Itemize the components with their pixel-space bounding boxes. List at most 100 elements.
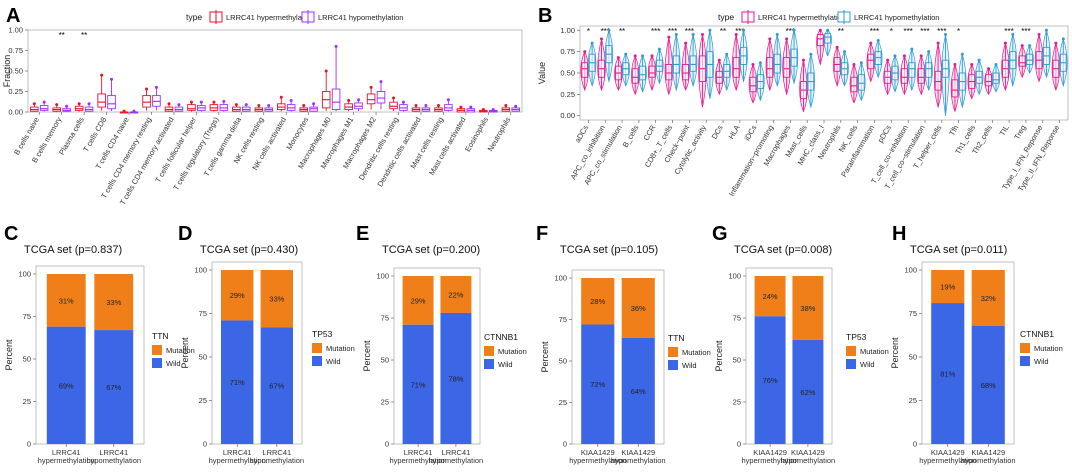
outlier-point bbox=[785, 37, 789, 41]
stacked-panel-f: F TCGA set (p=0.105) 0 25 50 75 100 Percent 28% 7… bbox=[536, 223, 711, 465]
outlier-point bbox=[87, 102, 91, 106]
outlier-point bbox=[886, 58, 890, 62]
legend-title: CTNNB1 bbox=[484, 332, 518, 342]
bar-mutation bbox=[581, 278, 615, 325]
legend-label: LRRC41 hypermethylation bbox=[758, 13, 846, 22]
outlier-point bbox=[55, 103, 59, 107]
significance-mark: *** bbox=[651, 27, 660, 36]
outlier-point bbox=[818, 28, 822, 32]
legend-label: Mutation bbox=[326, 344, 355, 353]
box-body bbox=[1018, 55, 1026, 67]
y-tick-label: 25 bbox=[559, 398, 567, 407]
bar-mutation bbox=[402, 276, 434, 325]
legend-label: LRRC41 hypermethylation bbox=[226, 13, 314, 22]
x-tick-label: Treg bbox=[1012, 124, 1027, 142]
y-tick-label: 50 bbox=[909, 353, 917, 362]
outlier-point bbox=[369, 85, 373, 89]
legend-label: Wild bbox=[326, 357, 341, 366]
y-tick-label: 1.00 bbox=[8, 26, 23, 35]
outlier-point bbox=[792, 28, 796, 32]
outlier-point bbox=[65, 104, 69, 108]
bar-label-wild: 69% bbox=[59, 381, 74, 390]
outlier-point bbox=[590, 41, 594, 45]
panel-letter: G bbox=[712, 223, 728, 245]
y-tick-label: 25 bbox=[733, 398, 741, 407]
x-tick-label: hypomethylation bbox=[781, 456, 836, 465]
outlier-point bbox=[876, 39, 880, 43]
panel-letter: H bbox=[892, 223, 906, 245]
outlier-point bbox=[734, 33, 738, 37]
box-body bbox=[917, 68, 925, 84]
box-body bbox=[97, 93, 106, 108]
outlier-point bbox=[177, 103, 181, 107]
outlier-point bbox=[1020, 44, 1024, 48]
panelA-letter: A bbox=[6, 5, 20, 27]
outlier-point bbox=[633, 54, 637, 58]
legend-label: Mutation bbox=[166, 346, 195, 355]
bar-label-wild: 67% bbox=[269, 382, 284, 391]
y-tick-label: 75 bbox=[909, 309, 917, 318]
legend-swatch-wild bbox=[846, 359, 856, 369]
y-tick-label: 0.50 bbox=[560, 69, 575, 78]
x-tick-label: hypomethylation bbox=[961, 456, 1016, 465]
box-body bbox=[985, 74, 992, 87]
bar-label-mutation: 29% bbox=[230, 291, 245, 300]
bar-label-wild: 67% bbox=[106, 383, 121, 392]
legend-swatch-mutation bbox=[484, 346, 494, 356]
y-tick-label: 100 bbox=[194, 266, 207, 275]
outlier-point bbox=[977, 58, 981, 62]
outlier-point bbox=[110, 77, 114, 81]
legend-swatch-wild bbox=[1020, 356, 1030, 366]
panel-letter: C bbox=[4, 223, 18, 245]
significance-mark: *** bbox=[668, 27, 677, 36]
y-tick-label: 50 bbox=[23, 355, 31, 364]
bar-label-wild: 68% bbox=[981, 381, 996, 390]
outlier-point bbox=[122, 109, 126, 113]
bar-label-mutation: 29% bbox=[411, 296, 426, 305]
bar-label-wild: 76% bbox=[763, 376, 778, 385]
y-tick-label: 0.25 bbox=[560, 90, 575, 99]
outlier-point bbox=[199, 100, 203, 104]
outlier-point bbox=[910, 47, 914, 51]
panelB-letter: B bbox=[538, 5, 552, 27]
x-tick-label: hypomethylation bbox=[86, 456, 141, 465]
outlier-point bbox=[701, 33, 705, 37]
box-body bbox=[689, 55, 697, 72]
box-body bbox=[925, 62, 932, 78]
x-tick-label: LRRC41 bbox=[52, 448, 81, 457]
panel-title: TCGA set (p=0.008) bbox=[734, 244, 832, 256]
outlier-point bbox=[801, 58, 805, 62]
outlier-point bbox=[32, 102, 36, 106]
x-tick-label: LRRC41 bbox=[223, 448, 252, 457]
outlier-point bbox=[826, 28, 830, 32]
outlier-point bbox=[650, 54, 654, 58]
outlier-point bbox=[775, 33, 779, 37]
outlier-point bbox=[708, 28, 712, 32]
significance-mark: ** bbox=[720, 27, 726, 36]
y-tick-label: 50 bbox=[199, 353, 207, 362]
y-tick-label: 0.75 bbox=[560, 47, 575, 56]
panel-letter: D bbox=[178, 223, 192, 245]
outlier-point bbox=[859, 61, 863, 65]
outlier-point bbox=[244, 103, 248, 107]
box-body bbox=[732, 57, 740, 78]
legend-swatch-mutation bbox=[312, 343, 322, 353]
y-tick-label: 25 bbox=[199, 396, 207, 405]
legend-label: Wild bbox=[682, 361, 697, 370]
x-tick-label: hypermethylation bbox=[919, 456, 976, 465]
significance-mark: *** bbox=[1021, 27, 1030, 36]
outlier-point bbox=[657, 47, 661, 51]
bar-mutation bbox=[46, 274, 86, 327]
outlier-point bbox=[100, 73, 104, 77]
outlier-point bbox=[401, 100, 405, 104]
bar-label-wild: 81% bbox=[940, 370, 955, 379]
x-tick-label: hypomethylation bbox=[429, 456, 484, 465]
box-body bbox=[858, 74, 865, 91]
outlier-point bbox=[145, 87, 149, 91]
panel-letter: E bbox=[356, 223, 369, 245]
y-axis-label: Fraction bbox=[2, 55, 12, 88]
outlier-point bbox=[927, 50, 931, 54]
box-body bbox=[631, 68, 639, 84]
legend-label: Wild bbox=[166, 359, 181, 368]
